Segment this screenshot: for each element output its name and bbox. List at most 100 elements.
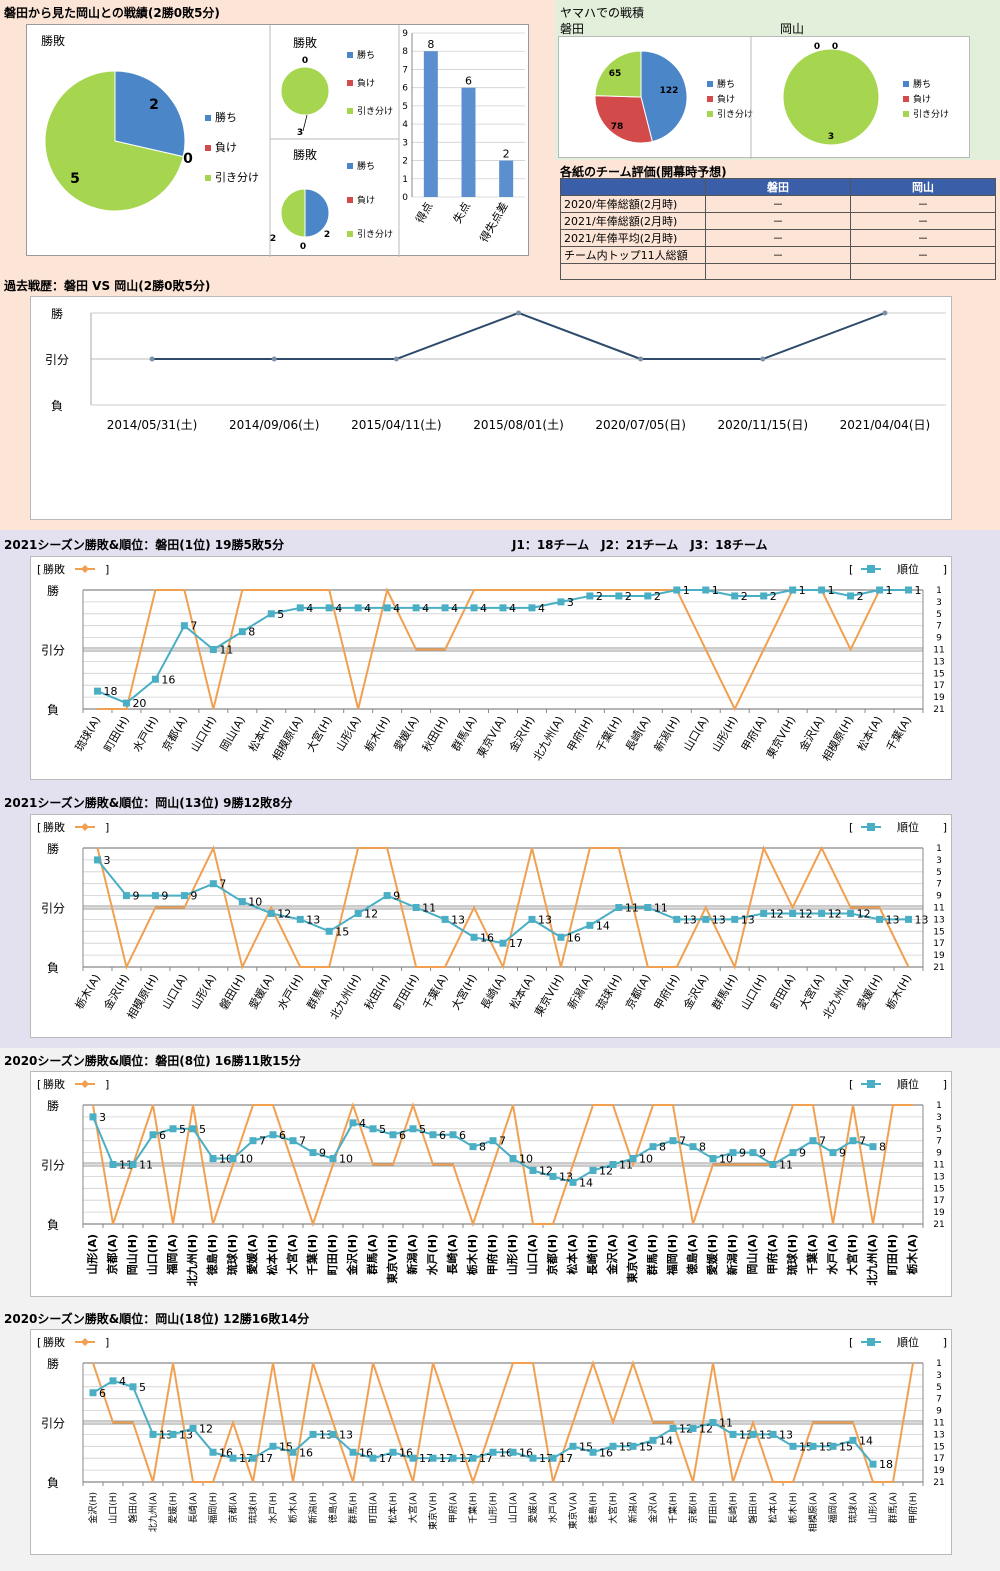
rank-point [289, 1448, 297, 1456]
y-tick-label: 1 [402, 175, 408, 185]
y-tick-label: 4 [402, 120, 408, 130]
rank-data-label: 9 [759, 1147, 766, 1160]
x-tick-label: 京都(A) [159, 714, 190, 754]
x-tick-label: 愛媛(H) [705, 1234, 719, 1275]
x-tick-label: 栃木(A) [72, 972, 103, 1012]
y-tick-label: 9 [402, 29, 408, 39]
rank-data-label: 1 [799, 584, 806, 597]
rank-tick-label: 9 [936, 892, 942, 902]
eval-row: 2021/年俸平均(2月時) －－ [560, 229, 996, 247]
result-legend-label: 勝敗 [43, 820, 65, 834]
rank-data-label: 12 [857, 907, 871, 920]
rank-point [449, 1454, 457, 1462]
rank-data-label: 2 [857, 590, 864, 603]
rank-point [329, 1155, 337, 1163]
x-tick-label: 栃木(A) [905, 1234, 919, 1275]
rank-data-label: 6 [99, 1387, 106, 1400]
rank-data-label: 4 [480, 602, 487, 615]
x-tick-label: 愛媛(H) [167, 1492, 179, 1524]
rank-point [809, 1137, 817, 1145]
score-bar [423, 51, 438, 197]
x-tick-label: 山形(A) [85, 1234, 99, 1275]
rank-tick-label: 19 [933, 951, 945, 961]
rank-point [269, 1442, 277, 1450]
rank-point [129, 1161, 137, 1168]
x-tick-label: 甲府(H) [485, 1234, 499, 1275]
rank-data-label: 12 [770, 907, 784, 920]
eval-value: － [705, 195, 851, 213]
rank-point [329, 1430, 337, 1438]
pie-main-legend-label: 引き分け [215, 170, 259, 184]
x-tick-label: 栃木(A) [287, 1492, 299, 1523]
x-tick-label: 福岡(H) [207, 1492, 219, 1524]
pie-main-value-label: 0 [183, 151, 193, 167]
x-tick-label: 町田(A) [368, 1492, 379, 1523]
y-axis-label: 引分 [45, 353, 69, 367]
rank-data-label: 13 [915, 913, 929, 926]
rank-tick-label: 13 [933, 657, 944, 667]
rank-data-label: 1 [683, 584, 690, 597]
rank-data-label: 18 [879, 1458, 893, 1471]
rank-data-label: 11 [654, 902, 668, 915]
rank-data-label: 20 [132, 697, 146, 710]
pie-home-slice [280, 66, 330, 116]
rank-point [669, 1137, 677, 1145]
rank-data-label: 10 [639, 1153, 653, 1166]
rank-point [441, 915, 449, 923]
y-tick-label: 0 [402, 193, 408, 203]
x-tick-label: 水戸(H) [275, 972, 306, 1012]
rank-point [549, 1454, 557, 1462]
y-axis-label: 勝 [47, 841, 59, 856]
rank-point [149, 1131, 157, 1139]
rank-data-label: 4 [306, 602, 313, 615]
rank-legend-bracket: [ [849, 1336, 853, 1349]
x-tick-label: 金沢(A) [647, 1492, 659, 1523]
eval-header-iwata: 磐田 [705, 178, 851, 196]
x-tick-label: 栃木(H) [465, 1234, 479, 1275]
pie-away-legend-swatch [347, 163, 353, 169]
rank-tick-label: 1 [936, 1359, 942, 1369]
history-point [760, 356, 766, 362]
x-tick-label: 金沢(H) [87, 1492, 99, 1524]
rank-data-label: 12 [364, 907, 378, 920]
x-tick-label: 千葉(A) [805, 1234, 819, 1275]
h2h-charts: 勝敗205勝ち負け引き分け勝敗03勝ち負け引き分け勝敗202勝ち負け引き分け01… [41, 25, 525, 257]
rank-point [209, 880, 217, 888]
rank-tick-label: 21 [933, 963, 944, 973]
eval-row [560, 263, 996, 280]
x-tick-label: 群馬(H) [709, 972, 741, 1013]
result-legend-bracket: ] [105, 821, 109, 834]
eval-value: － [850, 195, 996, 213]
x-tick-label: 愛媛(H) [854, 972, 886, 1013]
rank-point [749, 1149, 757, 1157]
x-tick-label: 甲府(H) [907, 1492, 919, 1524]
x-tick-label: 2015/04/11(土) [351, 418, 442, 432]
pie-main-legend-label: 勝ち [215, 110, 237, 124]
rank-legend-label: 順位 [897, 1077, 919, 1091]
x-tick-label: 甲府(A) [738, 714, 769, 754]
pie-yamaha-iwata-legend-label: 負け [717, 93, 735, 105]
rank-point [689, 1143, 697, 1151]
rank-point [129, 1383, 137, 1391]
rank-point [569, 1178, 577, 1186]
rank-data-label: 14 [659, 1434, 673, 1447]
rank-data-label: 1 [886, 584, 893, 597]
rank-point [229, 1454, 237, 1462]
x-tick-label: 京都(A) [227, 1492, 239, 1523]
x-tick-label: 大宮(H) [607, 1492, 619, 1524]
pie-away-slice [304, 188, 330, 238]
rank-point [649, 1143, 657, 1151]
y-axis-label: 引分 [41, 1159, 65, 1173]
x-tick-label: 福岡(A) [827, 1492, 839, 1523]
x-tick-label: 新潟(H) [307, 1492, 319, 1524]
x-tick-label: 琉球(A) [847, 1492, 859, 1523]
eval-title: 各紙のチーム評価(開幕時予想) [560, 165, 727, 179]
rank-tick-label: 1 [936, 586, 942, 596]
rank-tick-label: 17 [933, 1196, 944, 1206]
rank-point [769, 1430, 777, 1438]
x-tick-label: 金沢(H) [100, 972, 132, 1013]
x-tick-label: 秋田(H) [361, 972, 393, 1013]
rank-data-label: 10 [339, 1153, 353, 1166]
rank-tick-label: 9 [936, 634, 942, 644]
